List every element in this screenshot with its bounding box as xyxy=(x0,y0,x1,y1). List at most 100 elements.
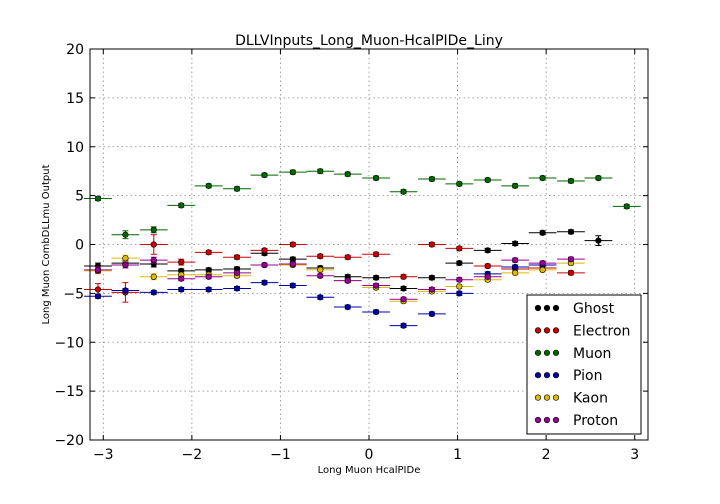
data-point xyxy=(428,286,435,293)
legend-marker xyxy=(543,327,551,334)
data-point xyxy=(456,180,463,187)
data-point xyxy=(428,175,435,183)
x-tick-label: 2 xyxy=(542,447,551,463)
y-tick-label: −10 xyxy=(54,335,84,351)
data-point xyxy=(372,308,380,316)
chart-title: DLLVInputs_Long_Muon-HcalPIDe_Liny xyxy=(235,33,503,49)
data-point xyxy=(512,269,519,276)
legend: Ghost Electron Muon Pion Kaon Proton xyxy=(526,294,642,435)
data-point xyxy=(94,266,102,274)
y-tick-label: −15 xyxy=(54,384,84,400)
x-tick-label: −2 xyxy=(182,447,203,463)
data-point xyxy=(150,289,157,296)
data-point xyxy=(150,226,157,233)
legend-marker xyxy=(552,372,560,379)
data-point xyxy=(205,273,212,280)
data-point xyxy=(317,266,324,274)
legend-marker xyxy=(543,394,551,401)
x-tick-label: 1 xyxy=(453,447,462,463)
y-tick-label: 0 xyxy=(75,238,84,254)
data-point xyxy=(484,273,491,280)
legend-label: Proton xyxy=(573,413,618,429)
y-tick-label: 10 xyxy=(66,140,84,156)
data-point xyxy=(372,274,380,281)
legend-label: Muon xyxy=(573,346,611,362)
data-point xyxy=(261,247,268,254)
data-point xyxy=(372,251,380,258)
data-point xyxy=(372,174,380,182)
data-point xyxy=(289,260,296,268)
y-tick-label: 20 xyxy=(66,42,84,58)
data-point xyxy=(456,283,463,290)
legend-item-muon: Muon xyxy=(534,346,611,362)
legend-marker xyxy=(552,416,560,424)
legend-label: Kaon xyxy=(573,391,608,407)
data-point xyxy=(317,253,324,260)
data-point xyxy=(150,257,157,264)
data-point xyxy=(261,279,268,286)
data-point xyxy=(567,177,575,185)
data-point xyxy=(372,282,380,289)
data-point xyxy=(317,294,324,301)
data-point xyxy=(233,269,241,276)
legend-marker xyxy=(552,327,560,334)
y-tick-label: −5 xyxy=(63,286,84,302)
data-point xyxy=(261,261,268,269)
data-point xyxy=(567,256,575,263)
data-point xyxy=(400,296,407,303)
x-tick-label: 0 xyxy=(365,447,374,463)
data-point xyxy=(539,174,546,182)
data-point xyxy=(122,255,129,262)
data-point xyxy=(344,303,351,311)
data-point xyxy=(567,228,575,235)
data-point xyxy=(205,182,212,189)
data-point xyxy=(428,274,435,281)
y-tick-label: −20 xyxy=(54,433,84,449)
legend-box xyxy=(526,294,642,435)
data-point xyxy=(150,273,157,280)
data-point xyxy=(539,259,546,267)
x-tick-label: 3 xyxy=(630,447,639,463)
data-point xyxy=(400,188,407,195)
data-point xyxy=(344,171,351,178)
data-point xyxy=(289,241,296,248)
data-point xyxy=(400,322,407,329)
data-point xyxy=(289,282,296,289)
data-point xyxy=(456,290,463,297)
legend-item-ghost: Ghost xyxy=(534,301,615,317)
data-point xyxy=(122,231,129,238)
y-tick-label: 15 xyxy=(66,91,84,107)
data-point xyxy=(178,258,185,266)
data-point xyxy=(233,254,241,261)
data-point xyxy=(428,241,435,248)
legend-item-electron: Electron xyxy=(534,323,630,339)
legend-marker xyxy=(543,304,551,312)
legend-marker xyxy=(543,416,551,424)
legend-label: Ghost xyxy=(573,301,615,317)
series-ghost xyxy=(84,228,613,292)
data-point xyxy=(539,229,546,236)
data-point xyxy=(205,286,212,293)
data-point xyxy=(233,185,241,192)
legend-marker xyxy=(534,304,542,312)
x-tick-label: −1 xyxy=(270,447,291,463)
data-point xyxy=(456,245,463,252)
data-point xyxy=(344,277,351,284)
data-point xyxy=(456,259,463,267)
legend-marker xyxy=(543,372,551,379)
data-point xyxy=(94,293,102,300)
data-point xyxy=(512,240,519,247)
data-point xyxy=(623,203,630,210)
legend-marker xyxy=(534,372,542,379)
series-layer xyxy=(84,168,641,329)
data-point xyxy=(317,272,324,279)
data-point xyxy=(484,247,491,254)
data-point xyxy=(567,269,575,276)
y-tick-label: 5 xyxy=(75,189,84,205)
data-point xyxy=(595,237,602,244)
legend-label: Electron xyxy=(573,323,630,339)
legend-marker xyxy=(552,349,560,356)
data-point xyxy=(205,249,212,256)
data-point xyxy=(122,287,129,294)
